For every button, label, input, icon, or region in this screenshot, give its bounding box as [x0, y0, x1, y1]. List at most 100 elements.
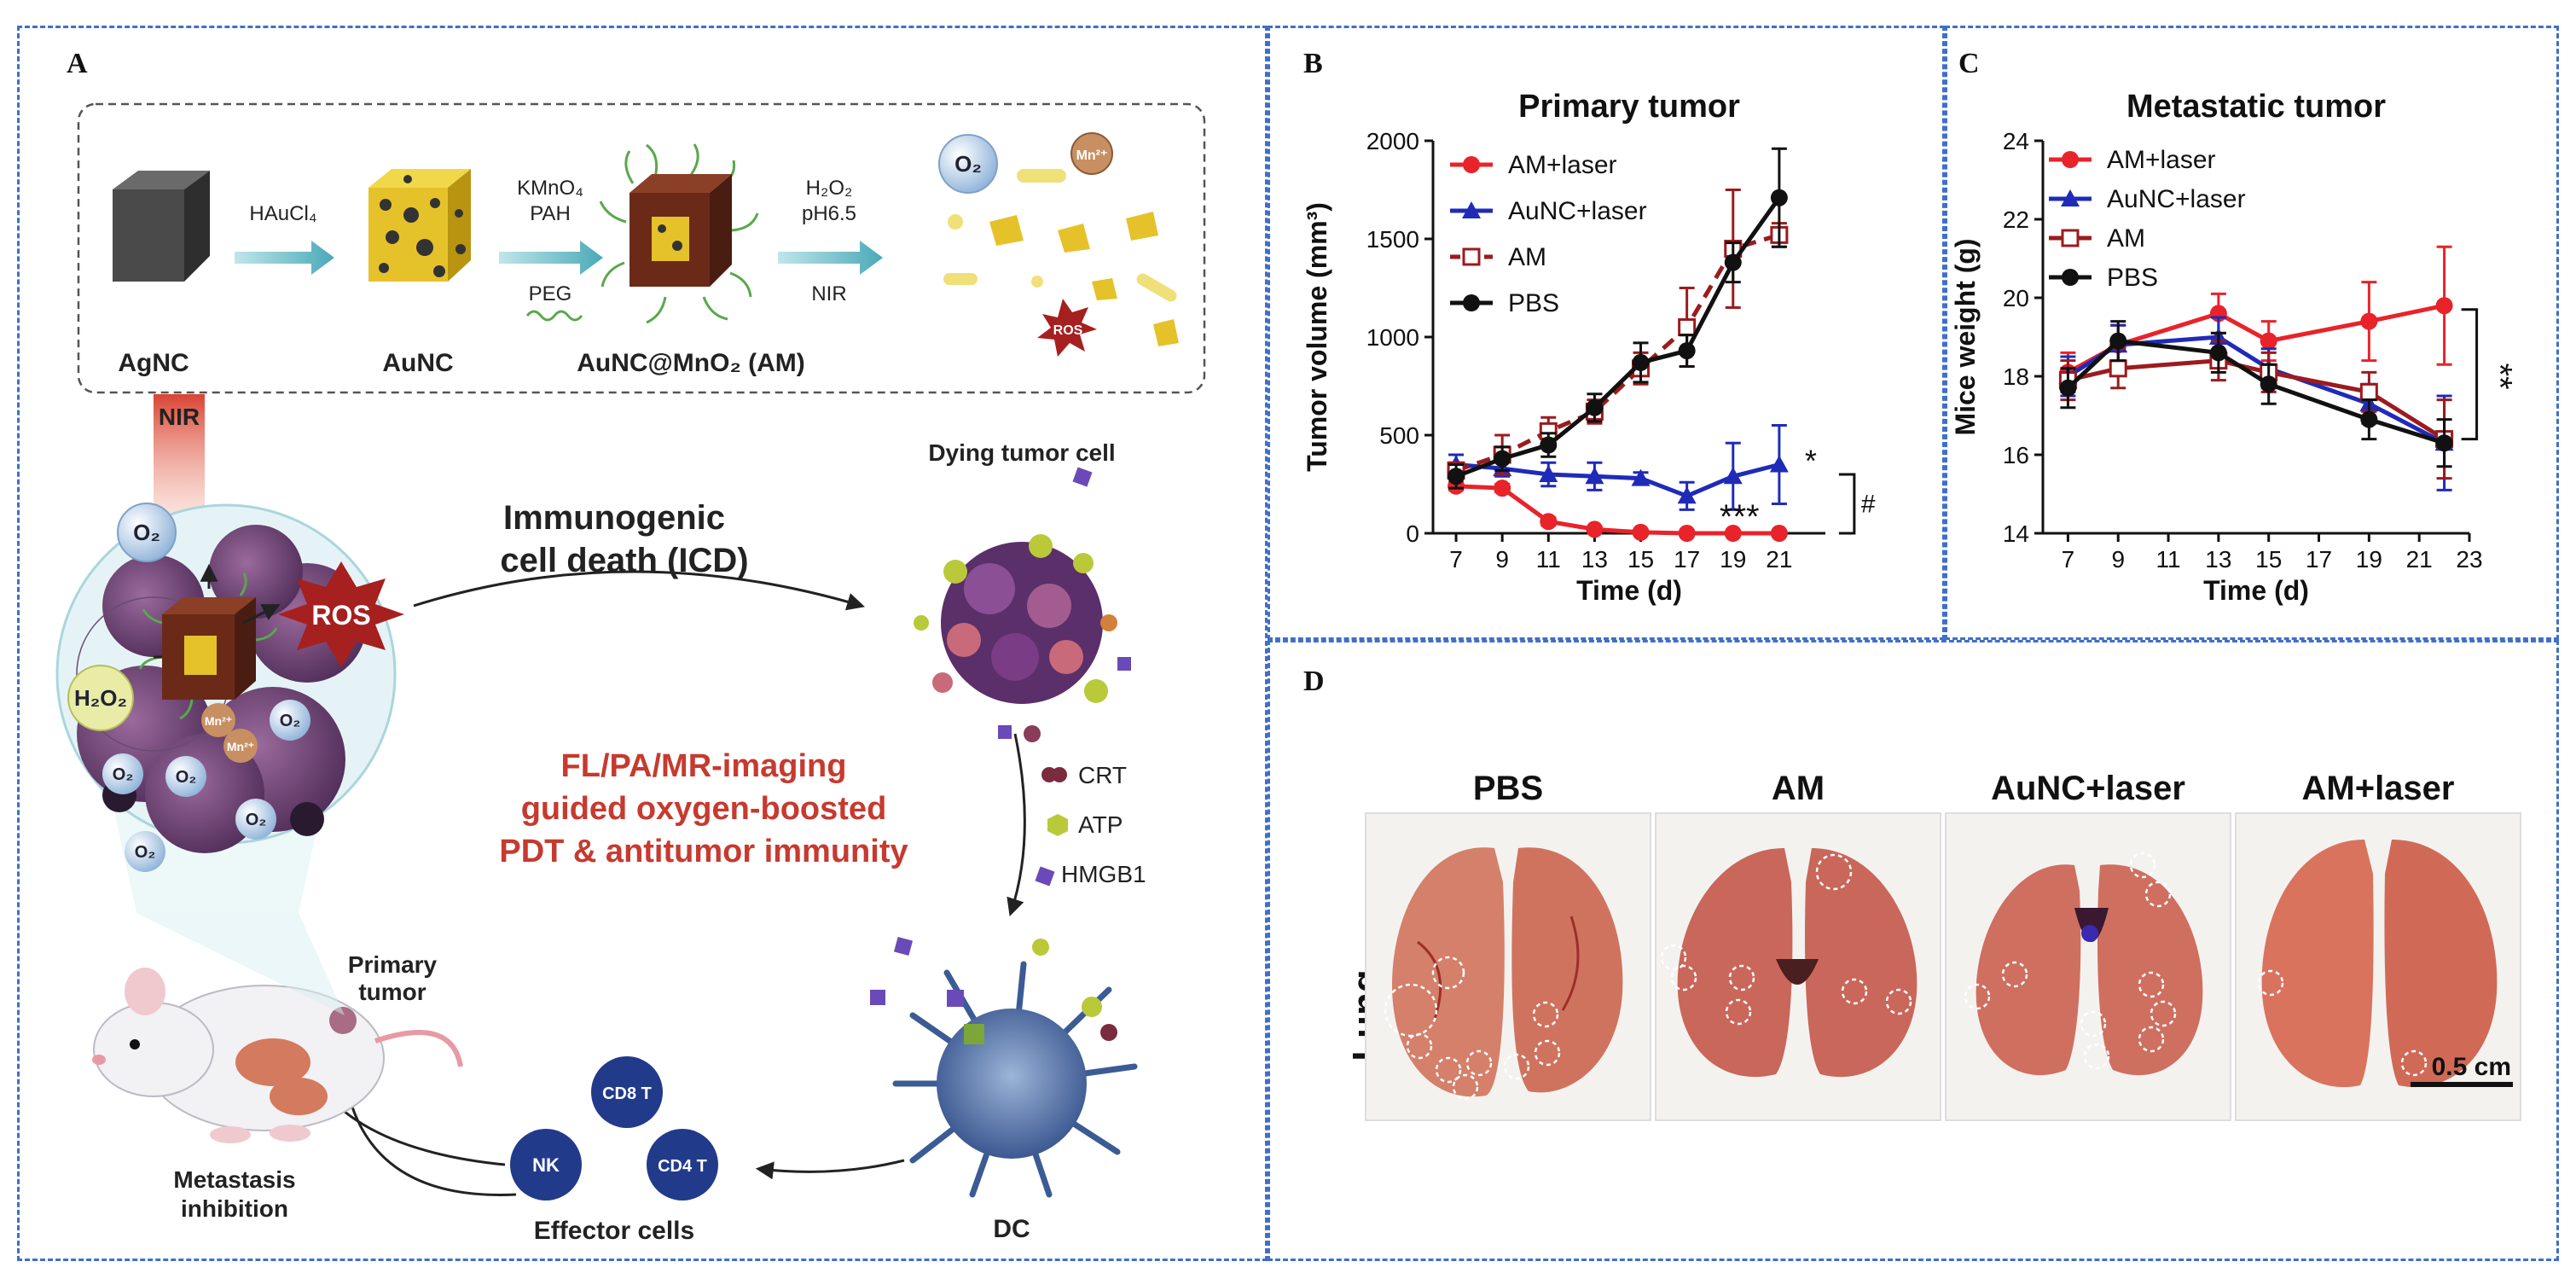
series-line — [1455, 462, 1780, 498]
data-point — [2109, 359, 2127, 378]
am-particle-icon — [599, 143, 759, 324]
scale-bar — [2411, 1082, 2513, 1087]
dying-cell-label: Dying tumor cell — [928, 439, 1115, 466]
synthesis-arrow-3 — [778, 241, 883, 275]
agnc-cube-icon — [113, 171, 210, 282]
o2-product-label: O₂ — [954, 151, 982, 177]
atp-label: ATP — [1078, 811, 1123, 838]
mn-product-label: Mn²⁺ — [1076, 148, 1108, 163]
data-point — [2360, 410, 2378, 428]
o2-cluster-label: O₂ — [176, 768, 196, 787]
data-point — [1631, 468, 1651, 486]
panel-b-frame — [1268, 26, 1945, 640]
mn-label: Mn²⁺ — [205, 714, 232, 728]
atp-icon — [1047, 814, 1068, 836]
x-tick-label: 21 — [2406, 546, 2433, 573]
nir-step-label: NIR — [811, 282, 846, 305]
cd8-label: CD8 T — [602, 1084, 652, 1103]
icd-arrow — [413, 570, 866, 611]
panel-c-frame — [1945, 26, 2559, 640]
group-label-am: AM — [1771, 770, 1825, 807]
highlight-line-2: guided oxygen-boosted — [521, 791, 887, 827]
highlight-line-3: PDT & antitumor immunity — [499, 834, 908, 869]
y-tick-label: 14 — [2003, 520, 2029, 547]
y-tick-label: 16 — [2003, 442, 2029, 468]
x-tick-label: 11 — [1536, 546, 1561, 573]
x-tick-label: 7 — [1449, 546, 1463, 573]
highlight-line-1: FL/PA/MR-imaging — [561, 748, 847, 784]
legend-label: AM+laser — [1508, 151, 1617, 179]
data-point — [2260, 375, 2277, 393]
synthesis-arrow-1 — [235, 241, 334, 275]
data-point — [1724, 525, 1742, 542]
h2o2-bubble-icon — [67, 665, 134, 731]
y-axis-label: Tumor volume (mm³) — [1302, 202, 1332, 472]
panel-d-label: D — [1303, 666, 1325, 697]
x-axis-label: Time (d) — [2203, 575, 2309, 606]
data-point — [1539, 465, 1558, 482]
x-tick-label: 21 — [1766, 546, 1792, 573]
kmno4-label: KMnO₄ — [517, 177, 583, 200]
hauc-label: HAuCl₄ — [249, 202, 316, 225]
data-point — [1769, 455, 1789, 473]
significance-annotation: # — [1861, 491, 1876, 519]
series-PBS — [2059, 320, 2453, 468]
lung-am-laser-image — [2257, 840, 2498, 1088]
h2o2-label: H₂O₂ — [74, 685, 127, 711]
y-tick-label: 1500 — [1366, 226, 1419, 253]
data-point — [1494, 480, 1511, 497]
mouse-icon — [92, 968, 463, 1143]
chart-title: Metastatic tumor — [2126, 89, 2386, 125]
data-point — [1448, 468, 1465, 485]
data-point — [2435, 297, 2453, 315]
legend-label: AM — [1508, 243, 1546, 271]
data-point — [1463, 294, 1480, 311]
x-tick-label: 23 — [2456, 546, 2482, 573]
x-tick-label: 15 — [1627, 546, 1654, 573]
degradation-products-icon: O₂ Mn²⁺ ROS — [938, 132, 1179, 357]
group-label-pbs: PBS — [1472, 770, 1544, 807]
y-tick-label: 1000 — [1366, 324, 1419, 351]
peg-label: PEG — [529, 282, 572, 305]
data-point — [2260, 332, 2277, 350]
hmgb1-icon — [1035, 866, 1055, 887]
am-label: AuNC@MnO₂ (AM) — [577, 349, 805, 377]
data-point — [2062, 151, 2079, 168]
primary-tumor-chart: Primary tumor 0 500 1000 1500 2000 7 9 11 13 15 17 1… — [1302, 89, 1876, 606]
metastasis-line-1: Metastasis — [173, 1166, 295, 1193]
significance-annotation: * — [1805, 444, 1817, 479]
crt-label: CRT — [1078, 762, 1127, 788]
mn-label: Mn²⁺ — [227, 740, 254, 753]
ros-product-label: ROS — [1053, 323, 1083, 338]
x-tick-label: 15 — [2255, 546, 2282, 573]
am-particle-inner-icon — [138, 563, 281, 720]
data-point — [1678, 525, 1696, 542]
legend-label: AuNC+laser — [1508, 197, 1647, 225]
legend-label: PBS — [1508, 289, 1559, 317]
crt-icon-2 — [1052, 767, 1067, 782]
significance-annotation: ** — [2481, 363, 2519, 389]
synthesis-box — [77, 102, 1206, 394]
icd-line-2: cell death (ICD) — [500, 542, 748, 579]
data-point — [1494, 450, 1511, 468]
dendritic-cell-icon — [870, 936, 1138, 1198]
series-AM+laser — [1448, 477, 1788, 542]
ph-step-label: pH6.5 — [802, 202, 856, 225]
series-AM — [1447, 189, 1789, 480]
series-line — [2066, 338, 2445, 445]
lung-aunc-laser-image — [1964, 852, 2203, 1076]
x-tick-label: 17 — [1674, 546, 1700, 573]
ros-label: ROS — [311, 600, 370, 631]
y-tick-label: 0 — [1406, 520, 1419, 547]
y-tick-label: 18 — [2003, 363, 2029, 390]
legend-label: PBS — [2107, 264, 2158, 292]
data-point — [1540, 436, 1558, 454]
synthesis-arrow-2 — [499, 241, 603, 275]
x-tick-label: 9 — [1495, 546, 1509, 573]
legend-label: AuNC+laser — [2107, 185, 2246, 213]
data-point — [2109, 332, 2127, 350]
data-point — [2061, 189, 2080, 206]
lung-pbs-image — [1384, 847, 1623, 1101]
x-tick-label: 19 — [2356, 546, 2382, 573]
hmgb1-label: HMGB1 — [1061, 861, 1146, 887]
